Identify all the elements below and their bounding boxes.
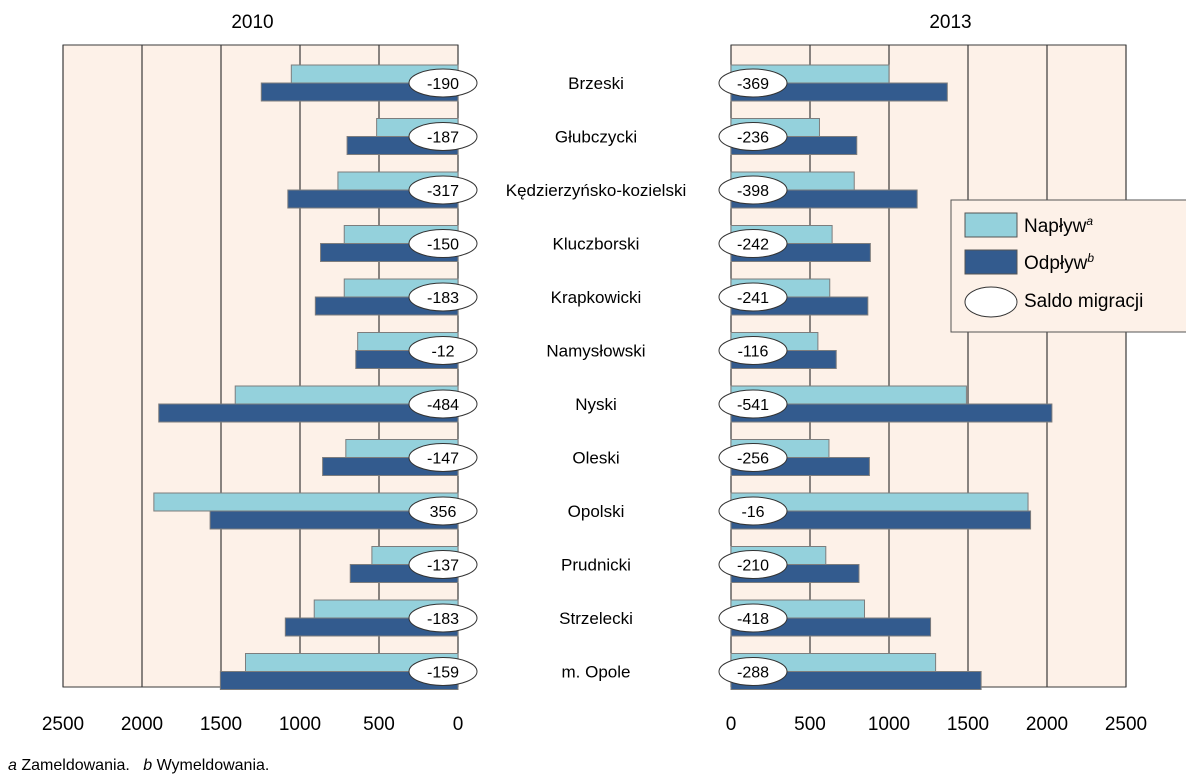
panel-2010-saldo-label: -183	[427, 290, 459, 307]
panel-2013-tick-label: 500	[794, 714, 826, 735]
panel-2013-saldo-label: -369	[737, 76, 769, 93]
category-label: Oleski	[572, 449, 619, 468]
legend-swatch-inflow	[964, 212, 1018, 238]
panel-2010-saldo-label: -190	[427, 76, 459, 93]
legend-swatch-outflow	[964, 249, 1018, 275]
panel-2010-saldo-bubble	[408, 122, 478, 151]
panel-2010-saldo-label: -317	[427, 183, 459, 200]
panel-2013-tick-label: 0	[726, 714, 737, 735]
panel-2013-saldo-bubble	[718, 68, 788, 98]
panel-2010-saldo-bubble	[408, 175, 478, 205]
panel-2013-tick-label: 1000	[868, 714, 910, 735]
panel-2010-saldo-label: -150	[427, 237, 459, 254]
category-label: Strzelecki	[559, 609, 633, 628]
panel-2013-saldo-bubble	[718, 550, 788, 579]
legend-swatch-saldo	[964, 286, 1018, 318]
legend-sup: a	[1086, 214, 1093, 228]
panel-2013-saldo-bubble	[718, 336, 788, 365]
category-label: Kluczborski	[553, 235, 640, 254]
panel-2010-saldo-bubble	[408, 443, 478, 472]
footnote-a-text: Zameldowania.	[21, 757, 130, 774]
panel-2013-saldo-bubble	[718, 443, 788, 472]
panel-2010-saldo-label: -187	[427, 130, 459, 147]
legend-label: Saldo migracji	[1024, 291, 1143, 312]
footnote: a Zameldowania. b Wymeldowania.	[8, 757, 269, 775]
panel-2013-saldo-label: -241	[737, 290, 769, 307]
panel-2010-tick-label: 500	[363, 714, 395, 735]
legend-label-text: Napływ	[1024, 216, 1087, 237]
panel-2010-tick-label: 0	[453, 714, 464, 735]
panel-2013-saldo-label: -16	[741, 504, 764, 521]
panel-2013-tick-label: 2500	[1105, 714, 1147, 735]
panel-2010-saldo-bubble	[408, 657, 478, 686]
panel-2013-saldo-label: -210	[737, 558, 769, 575]
panel-2010-saldo-bubble	[408, 496, 478, 526]
panel-2010-saldo-label: 356	[430, 504, 457, 521]
footnote-b-text: Wymeldowania.	[156, 757, 270, 774]
panel-2010-saldo-label: -147	[427, 451, 459, 468]
panel-2013-saldo-bubble	[718, 122, 788, 151]
panel-2010-saldo-bubble	[408, 603, 478, 633]
panel-2010-saldo-bubble	[408, 68, 478, 98]
panel-2010-tick-label: 2000	[121, 714, 163, 735]
footnote-a-mark: a	[8, 757, 17, 774]
category-label: Brzeski	[568, 74, 624, 93]
panel-2010-title: 2010	[231, 12, 273, 33]
panel-2013-tick-label: 1500	[947, 714, 989, 735]
panel-2010-saldo-bubble	[408, 550, 478, 579]
panel-2010-saldo-bubble	[408, 282, 478, 312]
panel-2013-saldo-label: -236	[737, 130, 769, 147]
legend-label-text: Saldo migracji	[1024, 291, 1143, 312]
category-label: Krapkowicki	[551, 288, 642, 307]
panel-2010-tick-label: 1000	[279, 714, 321, 735]
panel-2010-saldo-bubble	[408, 336, 478, 365]
panel-2010-saldo-label: -12	[431, 344, 454, 361]
panel-2013-saldo-bubble	[718, 175, 788, 205]
panel-2013-saldo-label: -116	[738, 344, 769, 361]
panel-2013-saldo-label: -418	[737, 611, 769, 628]
panel-2013-saldo-bubble	[718, 603, 788, 633]
panel-2010-tick-label: 2500	[42, 714, 84, 735]
panel-2013-saldo-bubble	[718, 496, 788, 526]
category-label: m. Opole	[562, 663, 631, 682]
panel-2010-tick-label: 1500	[200, 714, 242, 735]
panel-2010-saldo-bubble	[408, 389, 478, 419]
panel-2010-saldo-label: -183	[427, 611, 459, 628]
panel-2010-saldo-label: -484	[427, 397, 459, 414]
panel-2013-saldo-label: -398	[737, 183, 769, 200]
category-label: Głubczycki	[555, 128, 637, 147]
panel-2013-saldo-label: -541	[737, 397, 769, 414]
category-label: Opolski	[568, 502, 625, 521]
panel-2013-saldo-bubble	[718, 657, 788, 686]
category-label: Prudnicki	[561, 556, 631, 575]
legend-label: Napływa	[1024, 214, 1093, 237]
panel-2013-saldo-label: -256	[737, 451, 769, 468]
panel-2013-saldo-bubble	[718, 282, 788, 312]
legend-label: Odpływb	[1024, 251, 1094, 274]
panel-2013-saldo-label: -242	[737, 237, 769, 254]
panel-2013-tick-label: 2000	[1026, 714, 1068, 735]
legend-sup: b	[1087, 251, 1094, 265]
panel-2010-saldo-label: -137	[427, 558, 459, 575]
panel-2013-saldo-bubble	[718, 229, 788, 258]
panel-2010-saldo-bubble	[408, 229, 478, 258]
legend-label-text: Odpływ	[1024, 253, 1088, 274]
category-label: Namysłowski	[546, 342, 645, 361]
footnote-b-mark: b	[143, 757, 153, 774]
panel-2013-saldo-bubble	[718, 389, 788, 419]
panel-2013-title: 2013	[929, 12, 971, 33]
category-label: Nyski	[575, 395, 617, 414]
category-label: Kędzierzyńsko-kozielski	[506, 181, 686, 200]
panel-2013-saldo-label: -288	[737, 665, 769, 682]
panel-2010-saldo-label: -159	[427, 665, 459, 682]
